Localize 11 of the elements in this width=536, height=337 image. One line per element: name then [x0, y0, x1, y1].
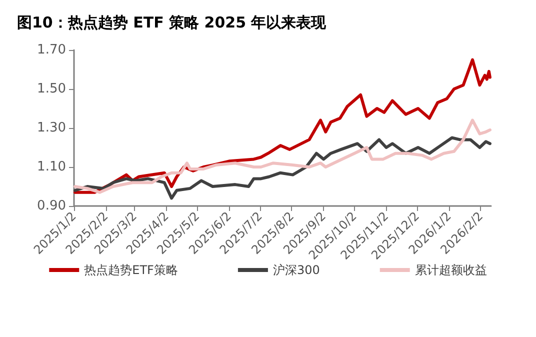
y-tick-label: 1.10 — [37, 160, 66, 174]
y-tick-label: 1.50 — [37, 82, 66, 96]
line-series — [74, 118, 492, 194]
y-tick-label: 1.70 — [37, 42, 66, 58]
legend-label: 累计超额收益 — [414, 263, 487, 277]
chart-title: 图10：热点趋势 ETF 策略 2025 年以来表现 — [17, 14, 328, 32]
legend-label: 热点趋势ETF策略 — [84, 263, 178, 277]
line-series — [74, 136, 492, 200]
legend-label: 沪深300 — [272, 263, 320, 277]
y-tick-label: 1.30 — [37, 120, 66, 136]
y-tick-label: 0.90 — [37, 198, 66, 214]
